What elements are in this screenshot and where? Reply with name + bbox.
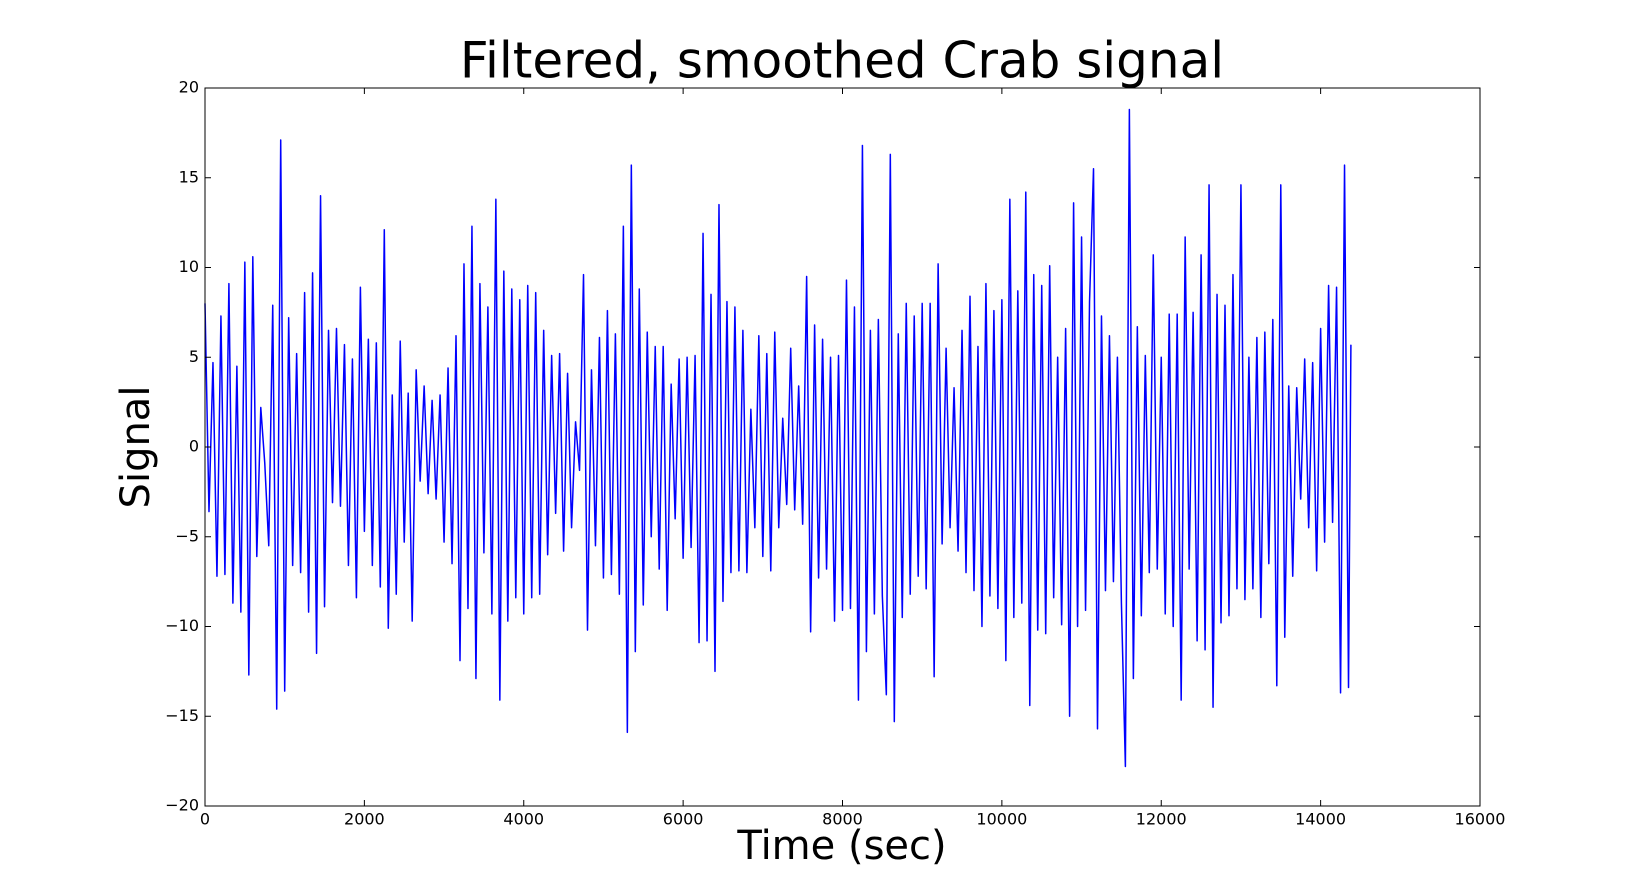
- x-tick-label: 6000: [663, 810, 704, 829]
- x-tick-label: 14000: [1295, 810, 1346, 829]
- y-tick-label: −15: [165, 706, 199, 725]
- y-tick-label: 20: [179, 78, 199, 97]
- y-tick-label: −20: [165, 796, 199, 815]
- y-tick-label: 0: [189, 437, 199, 456]
- plot-frame: [204, 87, 1481, 807]
- signal-line: [204, 108, 1352, 768]
- x-tick-label: 10000: [976, 810, 1027, 829]
- x-tick-label: 0: [200, 810, 210, 829]
- x-tick-label: 16000: [1455, 810, 1506, 829]
- x-tick-label: 8000: [822, 810, 863, 829]
- y-tick-label: 10: [179, 257, 199, 276]
- x-axis-label: Time (sec): [736, 823, 946, 869]
- y-axis-label: Signal: [113, 386, 159, 509]
- x-tick-label: 4000: [503, 810, 544, 829]
- y-tick-label: −5: [175, 526, 199, 545]
- y-tick-label: 5: [189, 347, 199, 366]
- x-tick-label: 2000: [344, 810, 385, 829]
- y-tick-label: −10: [165, 616, 199, 635]
- y-tick-label: 15: [179, 167, 199, 186]
- chart-title: Filtered, smoothed Crab signal: [460, 32, 1224, 90]
- x-tick-label: 12000: [1136, 810, 1187, 829]
